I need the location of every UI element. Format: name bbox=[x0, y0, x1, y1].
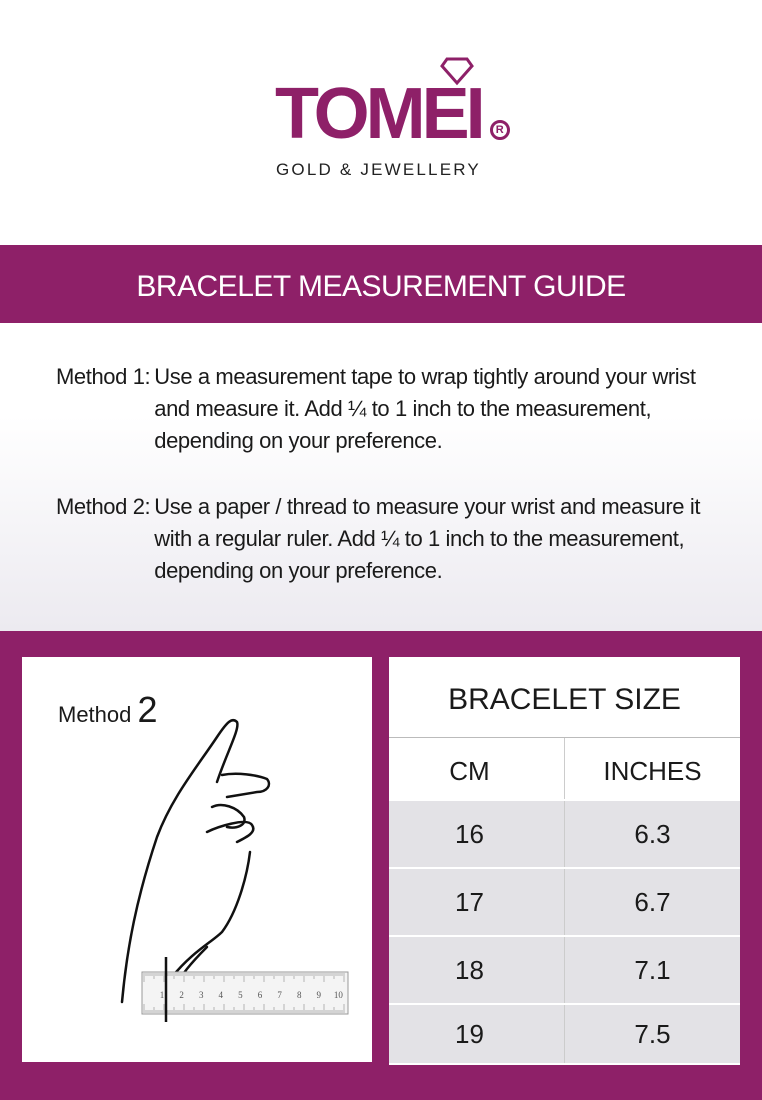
table-row: 18 7.1 bbox=[389, 937, 740, 1005]
ruler-tick-label: 9 bbox=[317, 990, 322, 1000]
brand-tagline: GOLD & JEWELLERY bbox=[276, 160, 481, 179]
cell-cm: 19 bbox=[389, 1005, 565, 1063]
ruler bbox=[141, 971, 349, 1015]
method-text: Use a paper / thread to measure your wri… bbox=[154, 494, 701, 583]
method-label: Method 2: bbox=[56, 494, 151, 519]
brand-row: TOMEI R bbox=[275, 78, 510, 150]
registered-mark: R bbox=[489, 120, 510, 140]
logo: TOMEI R GOLD & JEWELLERY bbox=[0, 0, 762, 245]
cell-inches: 7.1 bbox=[634, 955, 671, 985]
ruler-tick-label: 1 bbox=[160, 990, 165, 1000]
ruler-tick-label: 3 bbox=[199, 990, 204, 1000]
table-row: 16 6.3 bbox=[389, 801, 740, 869]
table-row: 19 7.5 bbox=[389, 1005, 740, 1065]
header-inches: INCHES bbox=[603, 756, 702, 786]
ruler-tick-label: 5 bbox=[238, 990, 243, 1000]
ruler-tick-label: 6 bbox=[258, 990, 263, 1000]
ruler-tick-label: 7 bbox=[277, 990, 282, 1000]
method-1: Method 1: Use a measurement tape to wrap… bbox=[56, 361, 762, 457]
diamond-icon bbox=[440, 57, 474, 86]
hand-with-ruler-illustration: 1 2 3 4 5 6 7 8 9 10 bbox=[120, 718, 349, 1022]
cell-cm: 17 bbox=[389, 869, 565, 935]
cell-cm: 16 bbox=[389, 801, 565, 867]
cell-inches: 6.7 bbox=[634, 887, 671, 917]
cell-inches: 7.5 bbox=[634, 1019, 671, 1049]
methods-section: Method 1: Use a measurement tape to wrap… bbox=[0, 323, 762, 631]
cell-inches: 6.3 bbox=[634, 819, 671, 849]
ruler-tick-label: 10 bbox=[334, 990, 344, 1000]
table-title: BRACELET SIZE bbox=[389, 657, 740, 738]
method-2: Method 2: Use a paper / thread to measur… bbox=[56, 491, 762, 587]
illustration-label: Method 2 bbox=[58, 689, 158, 730]
table-row: 17 6.7 bbox=[389, 869, 740, 937]
header-cm: CM bbox=[389, 738, 565, 799]
ruler-tick-label: 2 bbox=[179, 990, 184, 1000]
table-header-row: CM INCHES bbox=[389, 738, 740, 801]
size-table: BRACELET SIZE CM INCHES 16 6.3 17 6.7 18 7.… bbox=[389, 657, 740, 1065]
method-label: Method 1: bbox=[56, 364, 151, 389]
brand-name: TOMEI bbox=[275, 74, 486, 154]
ruler-tick-label: 4 bbox=[219, 990, 224, 1000]
page-title: BRACELET MEASUREMENT GUIDE bbox=[0, 245, 762, 323]
illustration-panel: Method 2 1 2 3 4 5 6 7 8 9 10 bbox=[22, 657, 372, 1062]
method-text: Use a measurement tape to wrap tightly a… bbox=[154, 364, 696, 453]
ruler-tick-label: 8 bbox=[297, 990, 302, 1000]
cell-cm: 18 bbox=[389, 937, 565, 1003]
